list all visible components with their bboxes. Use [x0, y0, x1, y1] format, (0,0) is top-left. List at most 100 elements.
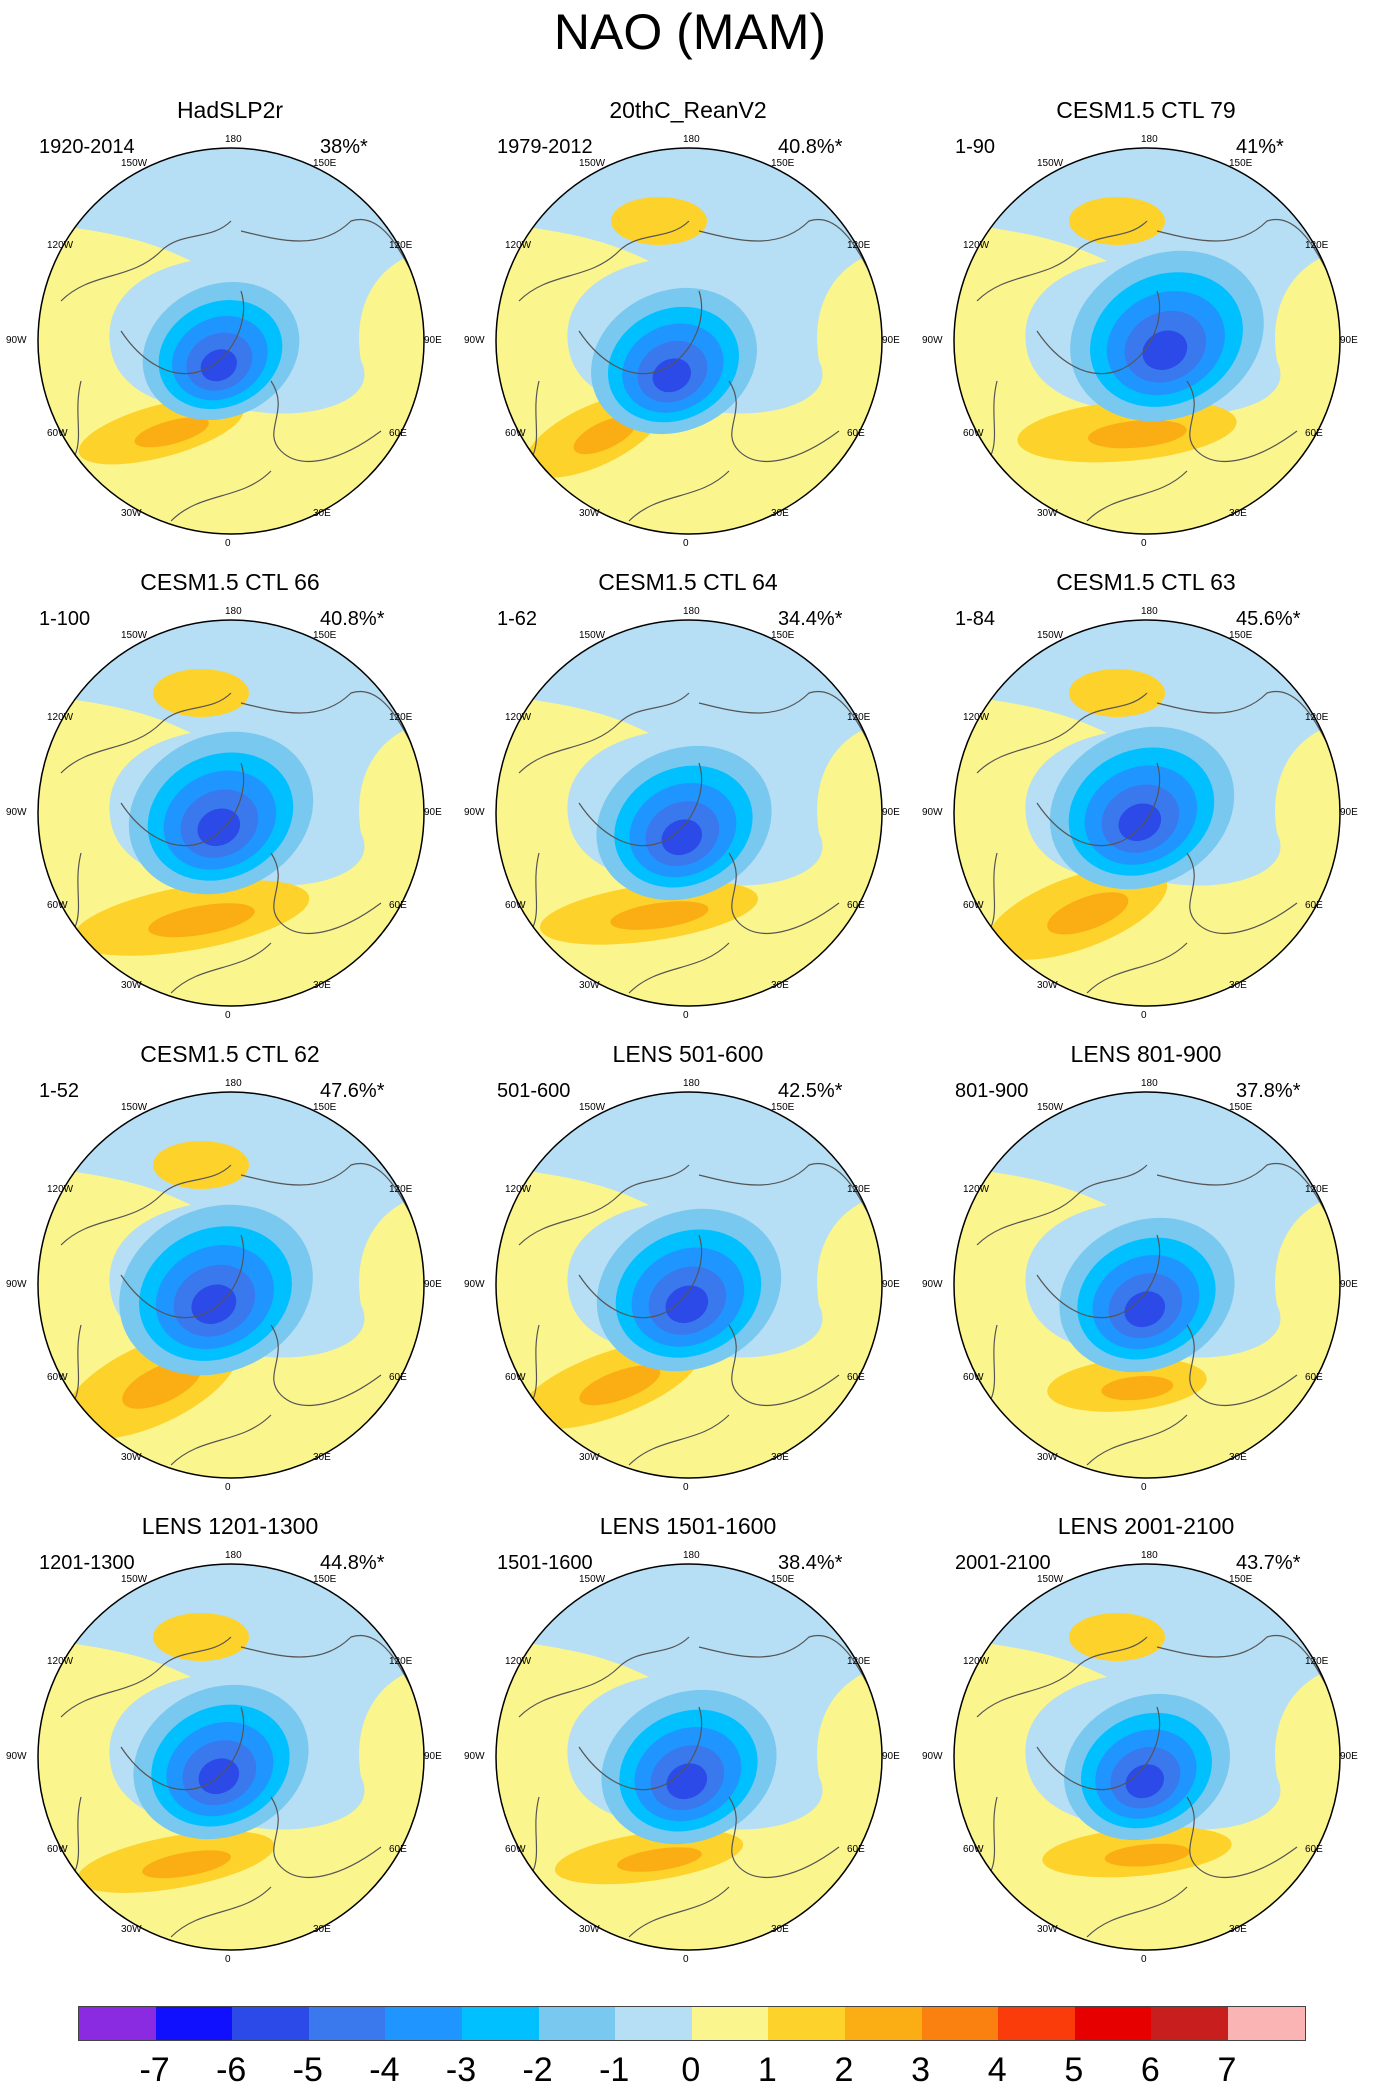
- colorbar-tick-label: 7: [1217, 2051, 1237, 2089]
- longitude-label: 120W: [47, 1656, 74, 1667]
- atlantic-positive-core: [148, 903, 255, 938]
- arctic-negative-contour: [1125, 1764, 1165, 1799]
- map-panel: CESM1.5 CTL 62 1-52 47.6%* 180 0 90W 90E 150W 12…: [0, 944, 460, 1493]
- atlantic-positive-core: [1104, 1843, 1190, 1867]
- colorbar-box: [1227, 2007, 1305, 2040]
- polar-map: [37, 1563, 425, 1951]
- colorbar-box: [385, 2007, 462, 2040]
- longitude-label: 120W: [47, 1184, 74, 1195]
- arctic-negative-contour: [665, 1285, 709, 1324]
- pacific-positive-center: [1069, 1613, 1165, 1661]
- longitude-label: 90W: [6, 807, 27, 818]
- panel-variance: 40.8%*: [320, 608, 385, 630]
- longitude-label: 120E: [1305, 712, 1329, 723]
- colorbar-box: [308, 2007, 386, 2040]
- panel-period: 1-100: [39, 608, 91, 630]
- longitude-label: 30E: [771, 1924, 789, 1935]
- arctic-negative-contour: [197, 808, 241, 847]
- longitude-label: 120E: [1305, 1184, 1329, 1195]
- colorbar-box: [461, 2007, 539, 2040]
- longitude-label: 90E: [1340, 335, 1358, 346]
- longitude-label: 150E: [313, 158, 337, 169]
- longitude-label: 0: [225, 1010, 231, 1021]
- longitude-label: 180: [1141, 1550, 1158, 1561]
- map-panel: HadSLP2r 1920-2014 38%* 180 0 90W 90E 150W 120W 1…: [0, 0, 460, 549]
- longitude-label: 150W: [579, 630, 606, 641]
- map-boundary: [953, 1091, 1341, 1479]
- longitude-label: 60W: [505, 1372, 526, 1383]
- longitude-label: 120W: [963, 1184, 990, 1195]
- map-boundary: [37, 1091, 425, 1479]
- panel-variance: 40.8%*: [778, 136, 843, 158]
- longitude-label: 90E: [424, 807, 442, 818]
- longitude-label: 120W: [505, 712, 532, 723]
- longitude-label: 90E: [882, 1751, 900, 1762]
- colorbar-box: [79, 2007, 156, 2040]
- panel-title: CESM1.5 CTL 63: [1056, 569, 1236, 595]
- map-boundary: [37, 619, 425, 1007]
- longitude-label: 0: [1141, 1010, 1147, 1021]
- longitude-label: 90E: [882, 807, 900, 818]
- arctic-negative-contour: [1124, 1291, 1166, 1328]
- longitude-label: 90W: [922, 1751, 943, 1762]
- longitude-label: 150W: [579, 158, 606, 169]
- colorbar-tick-label: -7: [139, 2051, 170, 2089]
- coastline: [976, 1162, 1333, 1466]
- longitude-label: 30W: [1037, 1452, 1058, 1463]
- longitude-label: 0: [225, 1954, 231, 1965]
- panel-period: 1201-1300: [39, 1552, 135, 1574]
- atlantic-positive-core: [1101, 1376, 1174, 1401]
- longitude-label: 30W: [121, 1924, 142, 1935]
- colorbar-box: [691, 2007, 769, 2040]
- longitude-label: 90E: [424, 1751, 442, 1762]
- pacific-positive-center: [153, 1141, 249, 1189]
- longitude-label: 150W: [579, 1102, 606, 1113]
- panel-variance: 43.7%*: [1236, 1552, 1301, 1574]
- colorbar-tick-label: 0: [681, 2051, 701, 2089]
- longitude-label: 90E: [424, 335, 442, 346]
- longitude-label: 180: [683, 134, 700, 145]
- panel-variance: 47.6%*: [320, 1080, 385, 1102]
- colorbar-box: [998, 2007, 1075, 2040]
- longitude-label: 60E: [847, 428, 865, 439]
- arctic-negative-contour: [652, 358, 692, 393]
- polar-map: [953, 1091, 1341, 1479]
- longitude-label: 30E: [1229, 1924, 1247, 1935]
- pacific-positive-center: [611, 197, 707, 245]
- colorbar-box: [1074, 2007, 1152, 2040]
- longitude-label: 60W: [47, 900, 68, 911]
- longitude-label: 30E: [313, 508, 331, 519]
- polar-map: [953, 147, 1341, 535]
- longitude-label: 150W: [121, 1574, 148, 1585]
- arctic-negative-contour: [661, 819, 703, 856]
- longitude-label: 0: [683, 538, 689, 549]
- longitude-label: 90E: [1340, 1279, 1358, 1290]
- longitude-label: 90W: [464, 1751, 485, 1762]
- colorbar-box: [155, 2007, 233, 2040]
- longitude-label: 90W: [922, 807, 943, 818]
- longitude-label: 150W: [121, 630, 148, 641]
- map-panel: LENS 501-600 501-600 42.5%* 180 0 90W 90E 150W 1…: [458, 944, 918, 1493]
- longitude-label: 150E: [1229, 630, 1253, 641]
- map-boundary: [953, 147, 1341, 535]
- longitude-label: 120W: [963, 712, 990, 723]
- colorbar-box: [615, 2007, 692, 2040]
- coastline: [518, 218, 875, 522]
- longitude-label: 60E: [847, 1372, 865, 1383]
- map-panel: LENS 1501-1600 1501-1600 38.4%* 180 0 90W 90E 1…: [458, 1416, 918, 1965]
- longitude-label: 150E: [1229, 1102, 1253, 1113]
- coastline: [976, 1634, 1333, 1938]
- longitude-label: 60W: [963, 428, 984, 439]
- atlantic-positive-core: [610, 901, 709, 930]
- longitude-label: 60W: [505, 1844, 526, 1855]
- panel-period: 2001-2100: [955, 1552, 1051, 1574]
- longitude-label: 60W: [963, 1844, 984, 1855]
- longitude-label: 150E: [771, 158, 795, 169]
- longitude-label: 150E: [1229, 1574, 1253, 1585]
- longitude-label: 30E: [1229, 508, 1247, 519]
- longitude-label: 30E: [313, 980, 331, 991]
- map-boundary: [495, 619, 883, 1007]
- map-panel: 20thC_ReanV2 1979-2012 40.8%* 180 0 90W 90E 150…: [458, 0, 918, 549]
- panel-period: 1-84: [955, 608, 996, 630]
- colorbar-tick-label: 2: [834, 2051, 854, 2089]
